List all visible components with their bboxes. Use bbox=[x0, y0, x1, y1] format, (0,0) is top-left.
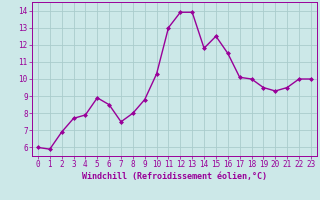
X-axis label: Windchill (Refroidissement éolien,°C): Windchill (Refroidissement éolien,°C) bbox=[82, 172, 267, 181]
